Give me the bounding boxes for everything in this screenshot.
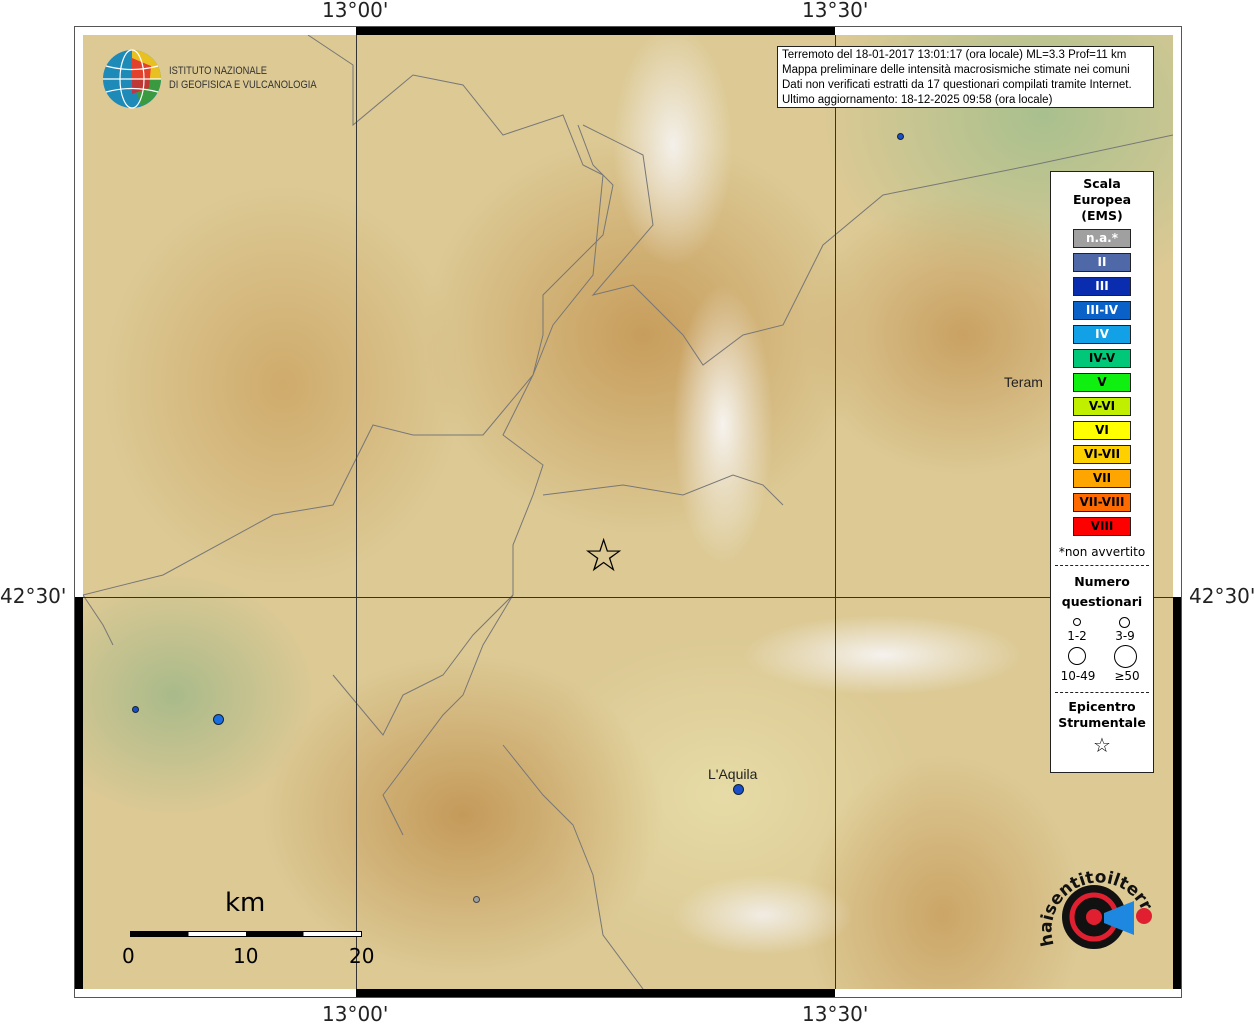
epicenter-star-icon[interactable]: ☆ — [583, 528, 625, 582]
target-logo-icon: haisentitoilterremoto.it — [1025, 840, 1156, 949]
logo-line2: DI GEOFISICA E VULCANOLOGIA — [169, 79, 317, 91]
info-line: Terremoto del 18-01-2017 13:01:17 (ora l… — [782, 49, 1127, 61]
ems-swatch: VIII — [1073, 517, 1131, 536]
top-label-13-30: 13°30' — [802, 0, 869, 22]
circle-size-1-2 — [1073, 618, 1081, 626]
info-line: Dati non verificati estratti da 17 quest… — [782, 79, 1132, 91]
divider — [1055, 692, 1149, 693]
left-label-42-30: 42°30' — [0, 584, 67, 608]
count-title: questionari — [1061, 594, 1143, 609]
ems-swatch: VI — [1073, 421, 1131, 440]
bottom-label-13-30: 13°30' — [802, 1002, 869, 1026]
town-teramo: Teram — [1004, 374, 1043, 390]
ems-swatch: IV-V — [1073, 349, 1131, 368]
top-label-13-00: 13°00' — [322, 0, 389, 22]
town-laquila: L'Aquila — [708, 766, 758, 782]
circle-size-3-9 — [1119, 617, 1130, 628]
legend-title: Scala — [1083, 176, 1121, 191]
ingv-logo: ISTITUTO NAZIONALE DI GEOFISICA E VULCAN… — [101, 48, 317, 114]
epicenter-title: Epicentro — [1068, 699, 1136, 714]
frame-bar-bottom — [356, 989, 835, 997]
circle-size-10-49 — [1068, 647, 1086, 665]
ems-swatch: VII-VIII — [1073, 493, 1131, 512]
circle-size-50 — [1114, 645, 1137, 668]
intensity-point[interactable] — [213, 714, 224, 725]
frame-bar-left — [75, 597, 83, 989]
scale-tick: 10 — [233, 944, 259, 968]
ems-swatch: III — [1073, 277, 1131, 296]
legend-title: Europea — [1072, 192, 1132, 207]
ems-swatch: IV — [1073, 325, 1131, 344]
epicenter-title: Strumentale — [1058, 715, 1146, 730]
intensity-point[interactable] — [897, 133, 904, 140]
ems-swatch: V-VI — [1073, 397, 1131, 416]
count-label: 1-2 — [1067, 629, 1087, 643]
count-label: 10-49 — [1060, 669, 1096, 683]
ems-swatch: V — [1073, 373, 1131, 392]
info-line: Ultimo aggiornamento: 18-12-2025 09:58 (… — [782, 94, 1053, 106]
count-title: Numero — [1074, 574, 1130, 589]
bottom-label-13-00: 13°00' — [322, 1002, 389, 1026]
star-icon: ☆ — [1093, 733, 1111, 757]
ems-swatch: VII — [1073, 469, 1131, 488]
scale-unit: km — [225, 888, 266, 918]
legend-note: *non avvertito — [1058, 545, 1146, 559]
ems-swatch: II — [1073, 253, 1131, 272]
ems-swatch: VI-VII — [1073, 445, 1131, 464]
legend-title: (EMS) — [1081, 208, 1123, 223]
info-line: Mappa preliminare delle intensità macros… — [782, 64, 1130, 76]
region-borders — [83, 35, 1173, 989]
parallel-42-30 — [83, 597, 1173, 598]
frame-bar-right — [1173, 597, 1181, 989]
count-label: 3-9 — [1115, 629, 1135, 643]
haisentito-logo: haisentitoilterremoto.it — [1025, 840, 1156, 975]
right-label-42-30: 42°30' — [1189, 584, 1254, 608]
count-label: ≥50 — [1114, 669, 1140, 683]
scale-bar-graphic — [130, 931, 362, 937]
ems-legend: Scala Europea (EMS) n.a.* II III III-IV IV IV… — [1050, 171, 1154, 773]
intensity-point-na[interactable] — [473, 896, 480, 903]
terrain-map[interactable] — [83, 35, 1173, 989]
intensity-point[interactable] — [132, 706, 139, 713]
scale-tick: 0 — [122, 944, 135, 968]
scale-tick: 20 — [349, 944, 375, 968]
intensity-point[interactable] — [733, 784, 744, 795]
globe-icon — [103, 49, 161, 109]
ems-swatch: III-IV — [1073, 301, 1131, 320]
logo-line1: ISTITUTO NAZIONALE — [169, 65, 268, 77]
divider — [1055, 565, 1149, 566]
meridian-13-00 — [356, 35, 357, 989]
frame-bar-top — [356, 27, 835, 35]
event-info-box: Terremoto del 18-01-2017 13:01:17 (ora l… — [777, 46, 1154, 108]
ems-swatch: n.a.* — [1073, 229, 1131, 248]
meridian-13-30 — [835, 35, 836, 989]
